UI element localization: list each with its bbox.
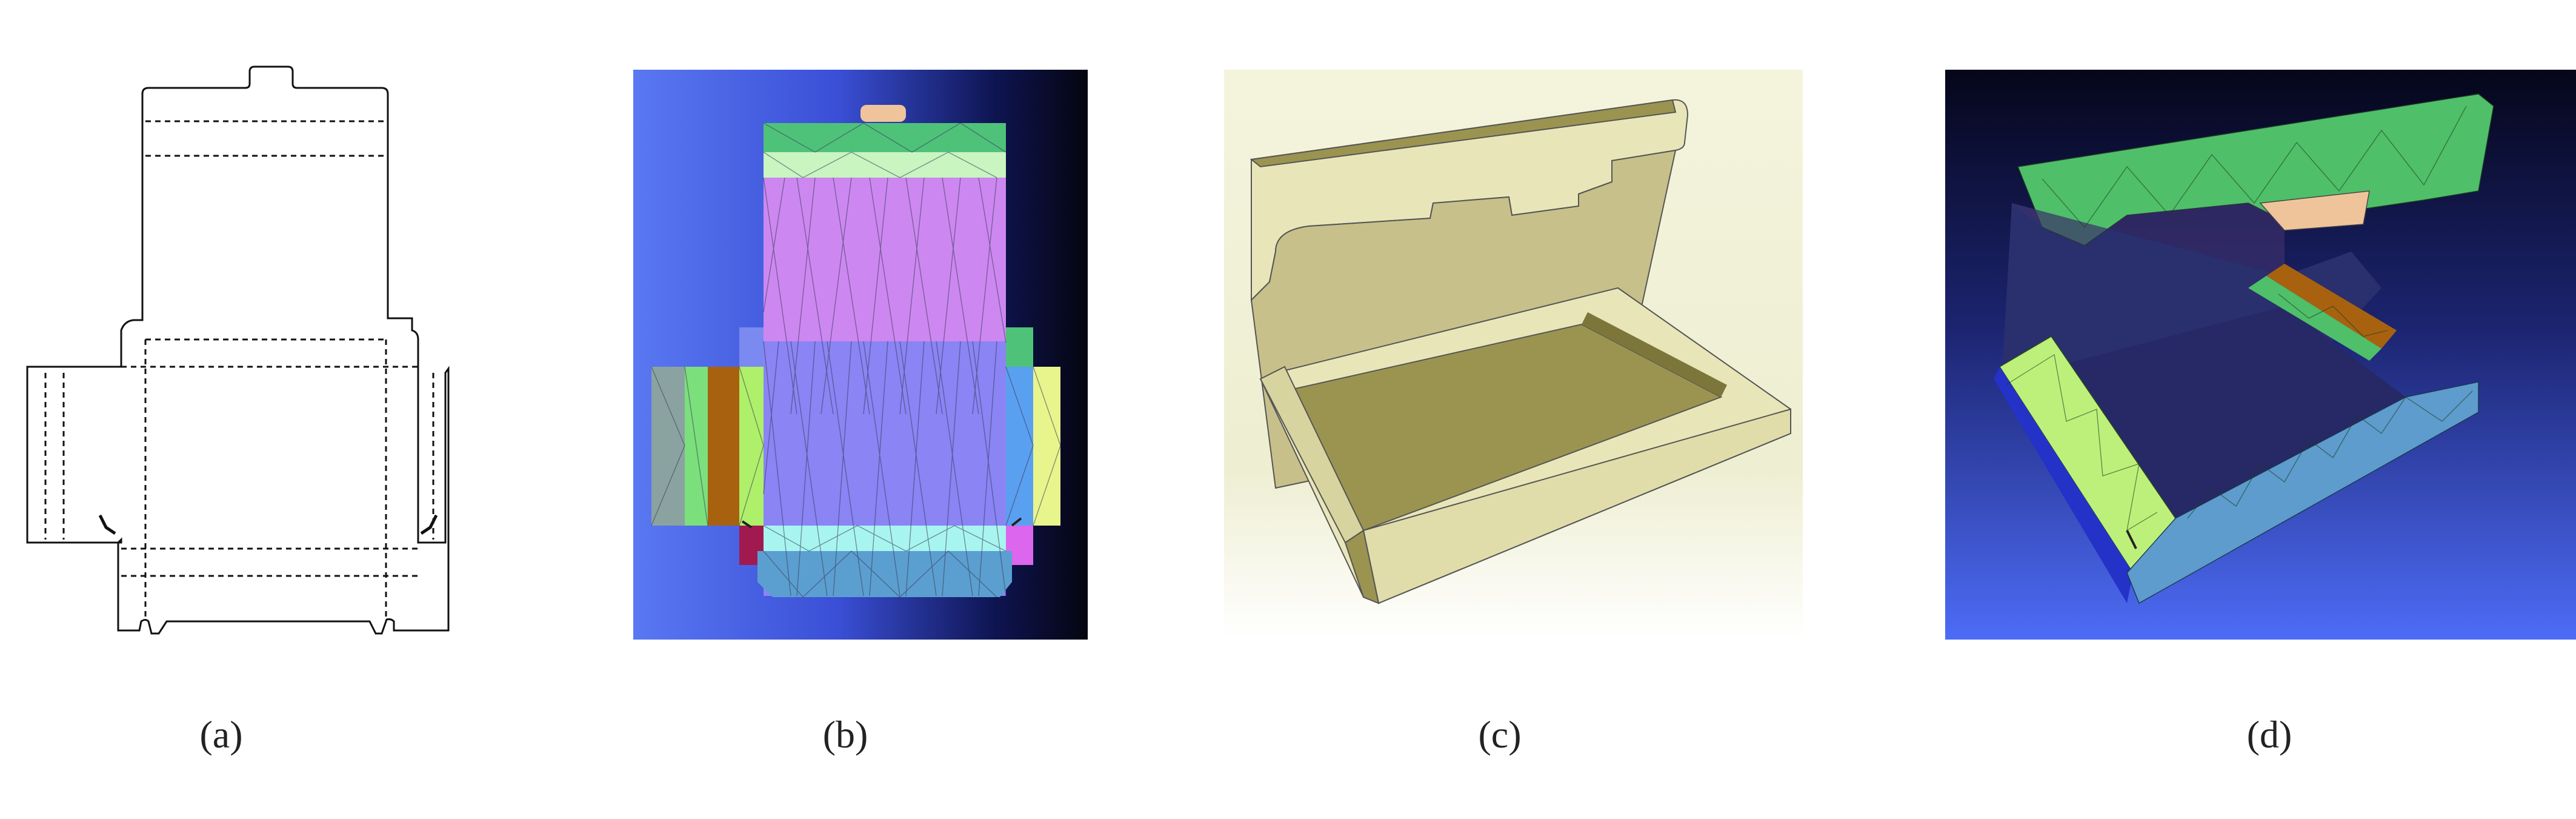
right-side-blue	[1006, 367, 1033, 526]
right-side-yellow	[1033, 367, 1060, 526]
folded-lid-curve	[2012, 203, 2285, 276]
bottom-flap	[757, 551, 1012, 597]
dieline-drawing	[26, 65, 450, 635]
dieline-outline	[26, 65, 450, 635]
panel-d-folded-mesh	[1945, 70, 2576, 640]
top-flap	[764, 123, 1006, 152]
caption-b: (b)	[822, 713, 868, 756]
slit-marks	[741, 517, 1022, 529]
tab-piece	[860, 105, 906, 122]
folded-mesh-render	[1945, 70, 2576, 640]
front-band	[764, 526, 1006, 551]
box-lid-edge	[1250, 99, 1677, 168]
panel-b-flat-mesh	[633, 70, 1088, 640]
folded-tab	[2259, 190, 2370, 231]
folded-right-wall-brown	[2266, 264, 2397, 349]
flat-mesh-render	[633, 70, 1088, 640]
top-band	[764, 152, 1006, 178]
left-side-lime	[739, 367, 764, 526]
folded-slit	[2126, 530, 2137, 549]
box-inner-wall	[1582, 312, 1727, 397]
folded-right-wall-green	[2248, 276, 2381, 361]
panel-c-rendered-box	[1224, 70, 1803, 640]
folded-left-edge	[1994, 367, 2133, 603]
left-side-brown	[708, 367, 739, 526]
rendered-box-image	[1224, 70, 1803, 640]
left-upper-flap	[739, 327, 764, 367]
folded-floor	[2054, 306, 2406, 518]
dieline-slits	[98, 514, 438, 535]
left-side-gray	[651, 367, 685, 526]
box-left-wall	[1259, 366, 1365, 544]
folded-mesh-triangles	[2005, 105, 2473, 532]
mesh-triangles	[651, 122, 1061, 598]
folded-front-wall	[2126, 381, 2479, 604]
caption-a: (a)	[199, 713, 243, 756]
caption-d: (d)	[2246, 713, 2292, 756]
panel-a-dieline	[18, 61, 454, 649]
caption-c: (c)	[1478, 713, 1522, 756]
dieline-folds	[44, 120, 434, 618]
right-upper-flap	[1006, 327, 1033, 367]
